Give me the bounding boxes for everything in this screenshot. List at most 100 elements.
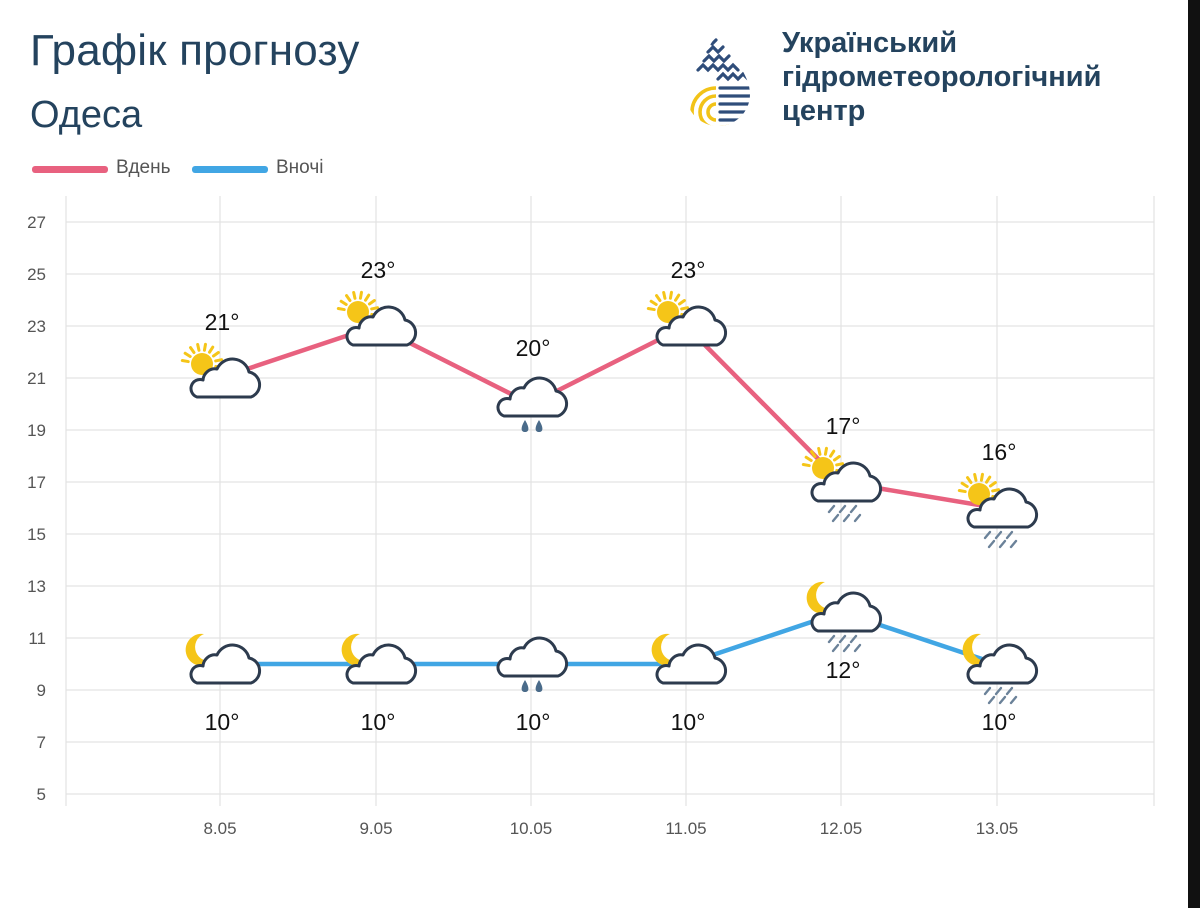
page-title: Графік прогнозу	[30, 26, 360, 75]
y-tick-label: 13	[27, 577, 46, 596]
sun-ray	[202, 342, 207, 352]
sun-ray	[364, 293, 371, 302]
sun-ray	[655, 294, 662, 303]
cloud-shape	[496, 376, 569, 418]
cloud-shape	[655, 305, 728, 347]
shower-streak	[1009, 539, 1018, 549]
org-name-line-3: центр	[782, 95, 866, 127]
shower-streak	[983, 686, 992, 696]
x-tick-label: 11.05	[665, 819, 706, 838]
rain-drop	[535, 420, 543, 432]
sun-ray	[979, 472, 984, 482]
cloud-shape	[345, 643, 418, 685]
shower-streak	[998, 695, 1007, 705]
shower-streak	[853, 643, 862, 653]
sun-ray	[214, 358, 224, 363]
sun-ray	[829, 449, 836, 458]
moon-shape	[962, 633, 991, 666]
sun-ray	[367, 299, 376, 306]
shower-streak	[831, 643, 840, 653]
y-tick-label: 15	[27, 525, 46, 544]
sun-icon	[336, 290, 380, 323]
night-value-label: 10°	[516, 709, 551, 735]
sun-ray	[208, 345, 215, 354]
sun-disc	[968, 483, 990, 505]
sun-ray	[680, 306, 690, 311]
shower-streak	[827, 504, 836, 514]
legend-swatch-day	[32, 166, 108, 173]
sun-ray	[211, 351, 220, 358]
moon-shape	[806, 581, 835, 614]
city-name: Одеса	[30, 94, 143, 136]
sun-ray	[801, 463, 811, 468]
y-tick-label: 19	[27, 421, 46, 440]
org-name-line-1: Український	[782, 27, 958, 59]
x-tick-label: 8.05	[203, 819, 236, 838]
y-tick-label: 27	[27, 213, 46, 232]
sun-icon	[957, 472, 1001, 505]
y-tick-label: 5	[37, 785, 46, 804]
shower-streak	[1009, 695, 1018, 705]
x-tick-label: 10.05	[510, 819, 553, 838]
day-value-label: 21°	[205, 309, 240, 335]
cloud-shape	[966, 487, 1039, 529]
sun-ray	[957, 489, 967, 494]
sun-ray	[180, 359, 190, 364]
shower-streak	[987, 695, 996, 705]
sun-ray	[674, 293, 681, 302]
sun-ray	[646, 307, 656, 312]
shower-streak	[842, 643, 851, 653]
sun-ray	[336, 307, 346, 312]
moon-cloud-icon	[651, 633, 728, 685]
hydromet-logo-icon	[686, 32, 750, 126]
rain-drop	[521, 420, 529, 432]
moon-cloud-icon	[341, 633, 418, 685]
cloud-shape	[189, 357, 262, 399]
day-value-label: 23°	[361, 257, 396, 283]
sun-ray	[668, 290, 673, 300]
sun-icon	[646, 290, 690, 323]
shower-streak	[849, 504, 858, 514]
sun-ray	[817, 446, 822, 456]
y-tick-label: 9	[37, 681, 46, 700]
cloud-shape	[966, 643, 1039, 685]
sun-cloud-icon	[646, 290, 728, 347]
sun-ray	[832, 455, 841, 462]
y-tick-label: 23	[27, 317, 46, 336]
shower-streak	[831, 513, 840, 523]
rain-drop	[535, 680, 543, 692]
shower-streak	[998, 539, 1007, 549]
shower-streak	[1005, 530, 1014, 540]
day-value-label: 20°	[516, 335, 551, 361]
sun-ray	[677, 299, 686, 306]
sun-ray	[189, 346, 196, 355]
rain-cloud-icon	[496, 376, 569, 432]
sun-ray	[339, 299, 348, 306]
night-value-label: 10°	[361, 709, 396, 735]
sun-ray	[966, 476, 973, 485]
y-tick-label: 25	[27, 265, 46, 284]
org-name-line-2: гідрометеорологічний	[782, 61, 1102, 93]
moon-cloud-shower-icon	[806, 581, 883, 653]
shower-streak	[994, 686, 1003, 696]
sun-ray	[662, 290, 667, 300]
sun-cloud-shower-icon	[957, 472, 1039, 549]
x-tick-label: 13.05	[976, 819, 1019, 838]
cloud-shape	[496, 636, 569, 678]
org-name: Український гідрометеорологічний центр	[782, 26, 1101, 128]
shower-streak	[849, 634, 858, 644]
sun-cloud-icon	[180, 342, 262, 399]
shower-streak	[994, 530, 1003, 540]
day-value-label: 16°	[982, 439, 1017, 465]
sun-ray	[973, 472, 978, 482]
sun-ray	[835, 462, 845, 467]
sun-cloud-shower-icon	[801, 446, 883, 523]
sun-disc	[657, 301, 679, 323]
shower-streak	[842, 513, 851, 523]
legend-label-day: Вдень	[116, 157, 171, 178]
y-tick-label: 7	[37, 733, 46, 752]
screen-edge	[1188, 0, 1200, 908]
shower-streak	[1005, 686, 1014, 696]
shower-streak	[983, 530, 992, 540]
